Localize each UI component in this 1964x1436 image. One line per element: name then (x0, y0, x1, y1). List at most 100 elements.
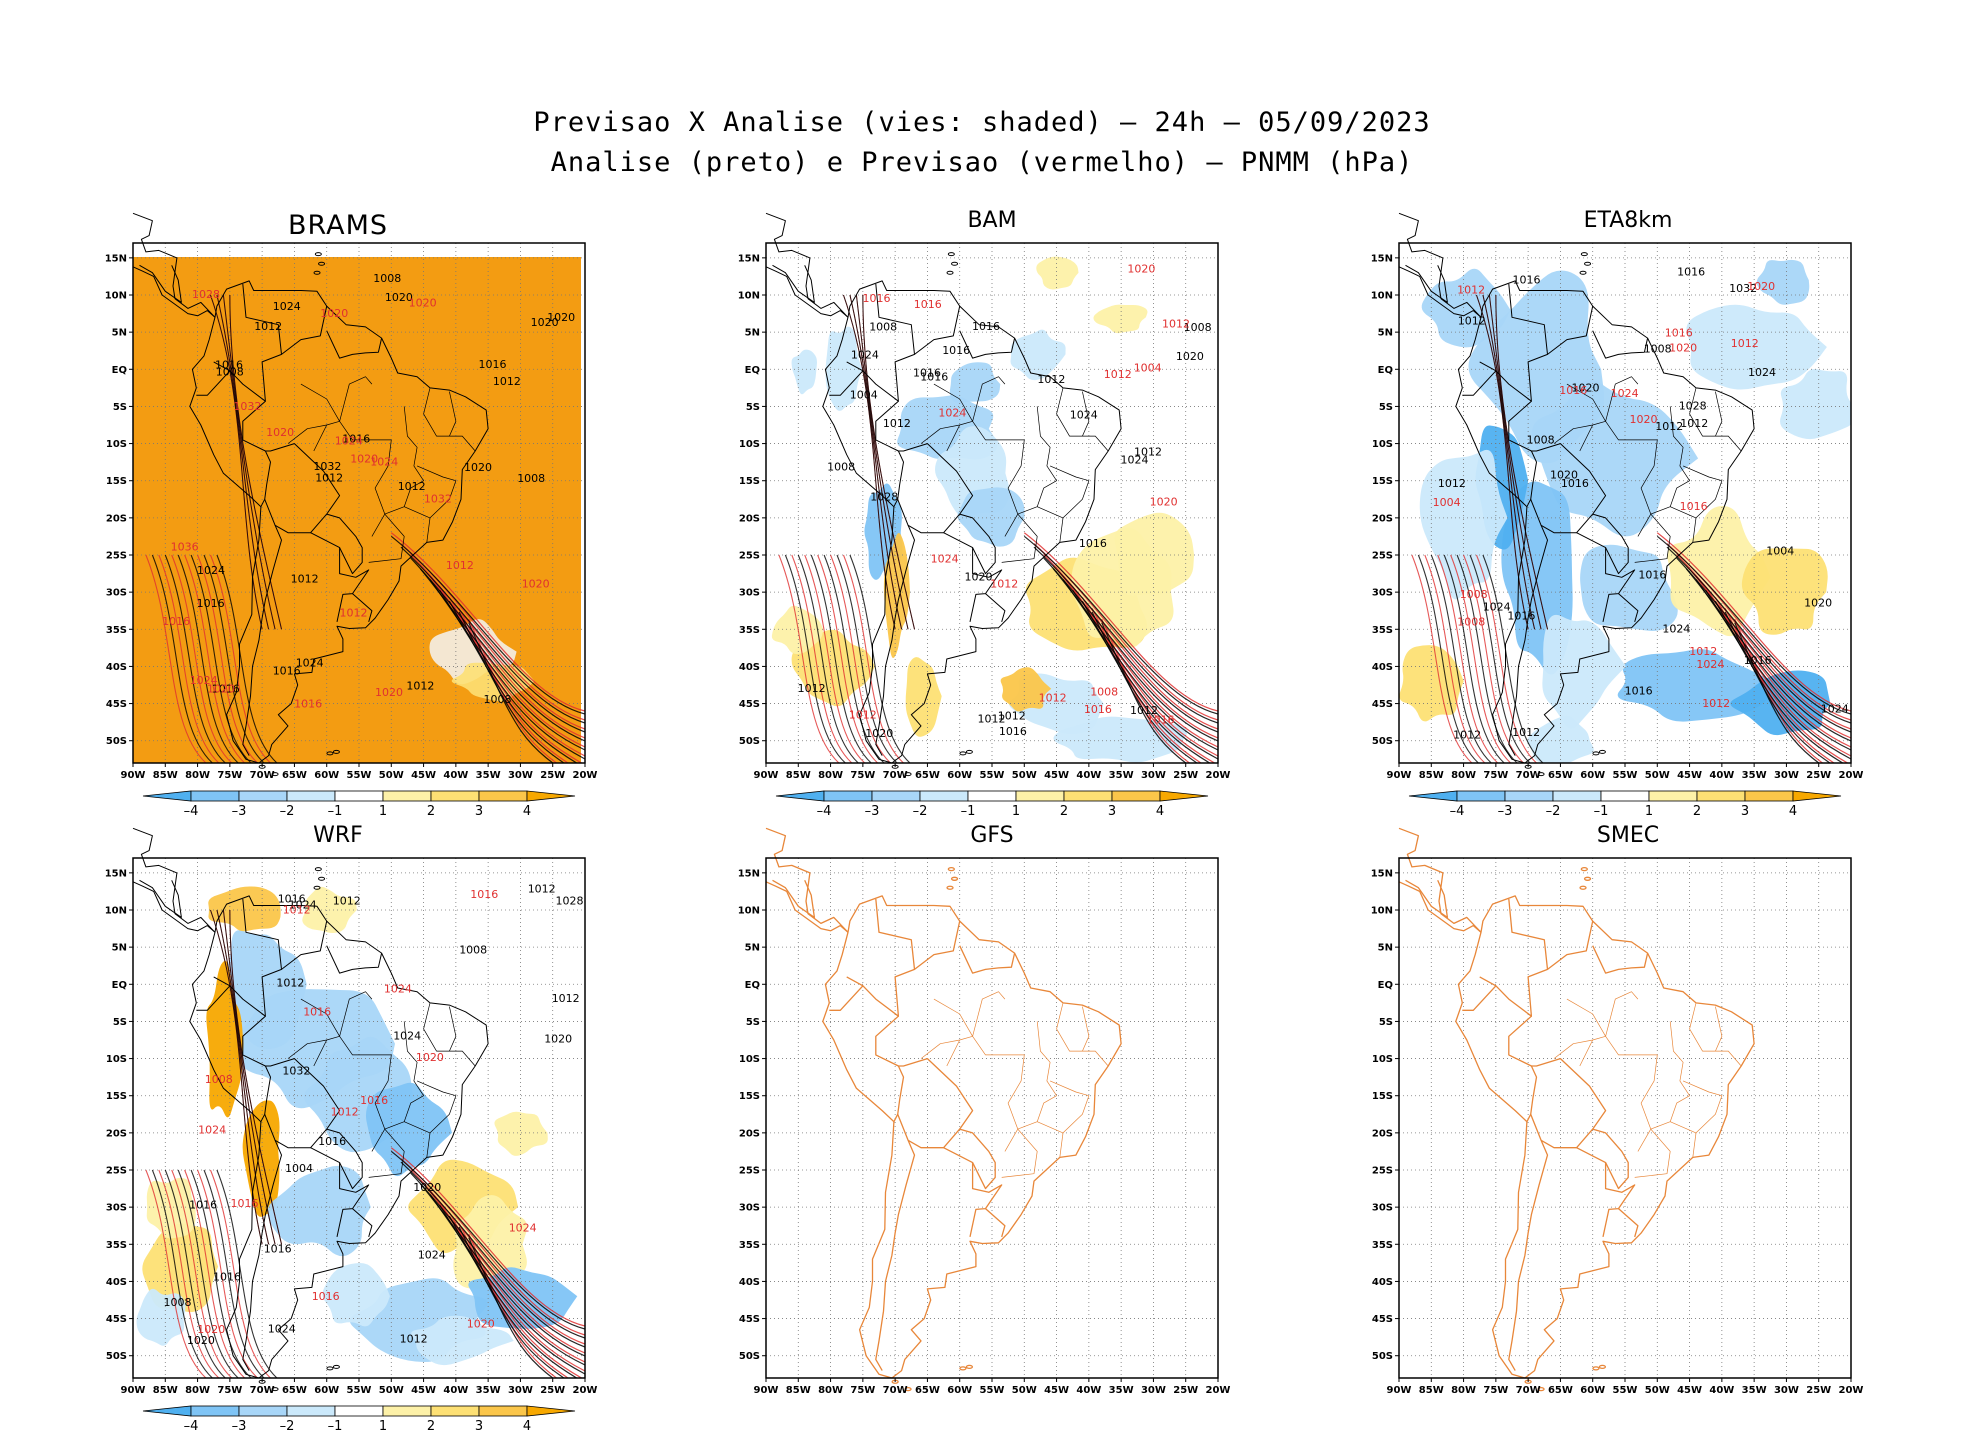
bias-shading (1532, 379, 1699, 537)
analysis-isobar-label: 1024 (1748, 366, 1776, 379)
analysis-isobar-label: 1016 (920, 371, 948, 384)
forecast-isobar-label: 1016 (360, 1094, 388, 1107)
forecast-isobar-label: 1004 (1433, 496, 1461, 509)
state-border (449, 435, 476, 452)
forecast-isobar-label: 1012 (1702, 697, 1730, 710)
island (318, 876, 326, 881)
coastlines (132, 212, 489, 777)
lat-tick-label: 15S (739, 476, 760, 487)
analysis-isobar (177, 554, 239, 763)
lon-tick-label: 50W (1645, 770, 1670, 781)
forecast-isobar (1424, 554, 1486, 763)
analysis-isobar (164, 1169, 226, 1378)
isobars (145, 294, 585, 763)
lat-tick-label: 35S (106, 625, 127, 636)
lat-tick-label: 25S (106, 551, 127, 562)
lon-tick-label: 65W (282, 770, 307, 781)
country-border (213, 898, 282, 1017)
central-america-pacific-coast (765, 266, 849, 318)
panel-title-bam: BAM (967, 208, 1017, 233)
state-border (426, 517, 431, 543)
lon-tick-label: 90W (754, 770, 779, 781)
colorbar-label: 4 (523, 1419, 531, 1434)
country-border (846, 898, 916, 1017)
lon-tick-label: 55W (1613, 770, 1638, 781)
panel-title-smec: SMEC (1596, 823, 1660, 848)
forecast-isobar-label: 1016 (1665, 327, 1693, 340)
country-border (281, 920, 328, 970)
colorbar-label: 4 (1156, 804, 1164, 819)
forecast-isobar-label: 1012 (1104, 368, 1132, 381)
forecast-isobar (1023, 532, 1218, 712)
colorbar-segment (1792, 790, 1842, 802)
analysis-isobar-label: 1024 (1662, 623, 1690, 636)
lat-tick-label: 35S (739, 625, 760, 636)
central-america-coastline (1398, 827, 1482, 933)
central-america-pacific-coast (765, 881, 849, 933)
state-border (1689, 387, 1723, 437)
state-border (423, 1002, 457, 1052)
analysis-isobar (1705, 589, 1851, 760)
map-panel-wrf: 1016101210161012102010161024101210201024… (105, 827, 597, 1434)
analysis-isobar (448, 1215, 578, 1378)
lon-tick-label: 25W (1173, 1385, 1198, 1396)
state-border (920, 1039, 960, 1059)
lon-tick-label: 85W (1419, 1385, 1444, 1396)
analysis-isobar-label: 1008 (216, 366, 244, 379)
state-border (426, 1132, 431, 1158)
colorbar-segment (1696, 790, 1746, 802)
analysis-isobar-label: 1008 (1644, 343, 1672, 356)
colorbar-segment (142, 790, 192, 802)
forecast-isobar (197, 1169, 258, 1378)
lat-tick-label: 5S (113, 1017, 127, 1028)
analysis-isobar (229, 909, 283, 1245)
lon-tick-label: 80W (818, 1385, 843, 1396)
lat-tick-label: 15N (105, 868, 127, 879)
analysis-isobar (203, 1169, 265, 1378)
analysis-isobar-label: 1016 (197, 597, 225, 610)
analysis-isobar (468, 1237, 554, 1378)
bias-shading (223, 930, 307, 1049)
colorbar-segment (334, 790, 384, 802)
colorbar-segment (334, 1405, 384, 1417)
forecast-isobar (830, 554, 891, 763)
country-border (1576, 513, 1629, 575)
forecast-isobar-label: 1024 (938, 407, 966, 420)
analysis-isobar (1081, 600, 1211, 763)
lat-tick-label: EQ (745, 365, 760, 376)
island (313, 885, 321, 890)
forecast-isobar-label: 1024 (931, 552, 959, 565)
colorbar-label: –3 (232, 1419, 247, 1434)
central-america-coastline (132, 212, 216, 318)
lon-tick-label: 20W (1839, 1385, 1864, 1396)
bias-shading (1780, 369, 1851, 440)
lat-tick-label: 35S (739, 1240, 760, 1251)
country-border (943, 513, 996, 575)
island (1537, 1386, 1545, 1392)
forecast-isobar-label: 1024 (384, 983, 412, 996)
colorbar: –4 –3 –2 –1 1 2 3 4 (142, 790, 576, 819)
country-border (969, 547, 1003, 623)
lat-tick-label: 20S (106, 513, 127, 524)
country-border (943, 1128, 996, 1190)
island (332, 1364, 340, 1369)
lon-tick-label: 55W (980, 770, 1005, 781)
graticule (133, 243, 585, 763)
lat-tick-label: 25S (739, 1166, 760, 1177)
analysis-isobar-label: 1012 (333, 895, 361, 908)
analysis-isobar-label: 1012 (400, 1332, 428, 1345)
analysis-isobar-label: 1012 (1037, 373, 1065, 386)
state-border (1059, 1132, 1064, 1158)
forecast-isobar-label: 1024 (335, 435, 363, 448)
analysis-isobar-label: 1024 (1070, 408, 1098, 421)
lon-tick-label: 20W (1206, 770, 1231, 781)
lon-tick-label: 50W (379, 770, 404, 781)
lat-tick-label: 5N (1378, 943, 1393, 954)
forecast-isobar-label: 1024 (1696, 658, 1724, 671)
coastlines (765, 827, 1122, 1392)
lon-tick-label: 65W (282, 1385, 307, 1396)
country-border (1602, 547, 1636, 623)
lon-tick-label: 65W (1548, 1385, 1573, 1396)
analysis-isobar (1456, 554, 1518, 763)
analysis-isobar-label: 1016 (479, 358, 507, 371)
